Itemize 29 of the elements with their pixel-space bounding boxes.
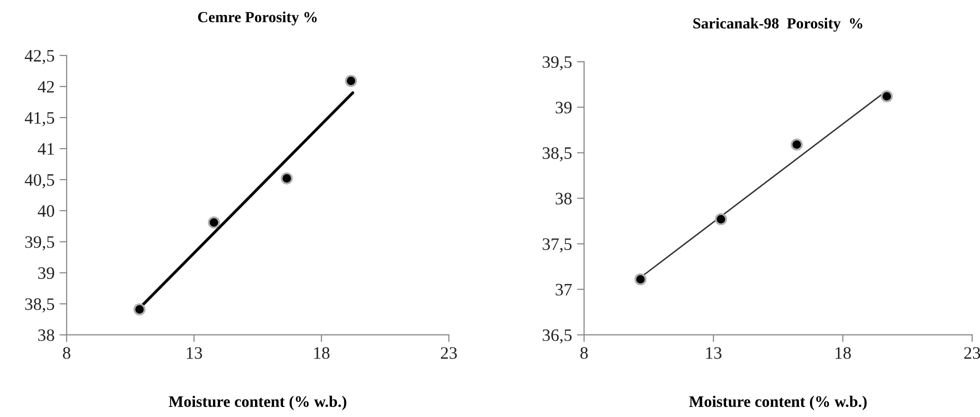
y-tick-label: 40,5 <box>24 174 54 188</box>
x-axis-title: Moisture content (% w.b.) <box>689 396 867 410</box>
chart-title: Cemre Porosity % <box>198 12 317 26</box>
y-tick-label: 38,5 <box>25 298 54 312</box>
y-tick-label: 37,5 <box>542 238 572 252</box>
x-tick-label: 18 <box>836 347 851 359</box>
x-tick-label: 18 <box>314 347 330 359</box>
y-tick-label: 39,5 <box>25 236 54 250</box>
y-tick-label: 37 <box>556 284 572 296</box>
y-tick-label: 38 <box>38 329 54 342</box>
y-tick-label: 39 <box>556 102 572 114</box>
x-tick-label: 23 <box>440 347 457 359</box>
x-tick-label: 13 <box>706 347 722 359</box>
y-tick-label: 41 <box>38 143 54 155</box>
y-tick-label: 42 <box>38 81 54 93</box>
y-tick-label: 39 <box>38 267 54 279</box>
chart-title: Saricanak-98 Porosity % <box>693 18 862 32</box>
x-tick-label: 8 <box>62 347 70 359</box>
y-tick-label: 38,5 <box>542 147 572 162</box>
x-tick-label: 8 <box>580 347 588 359</box>
y-tick-label: 36,5 <box>542 329 572 344</box>
x-tick-label: 23 <box>964 347 980 359</box>
x-tick-label: 13 <box>186 347 202 359</box>
y-tick-label: 42,5 <box>24 50 54 64</box>
y-tick-label: 41,5 <box>24 112 54 126</box>
x-axis-title: Moisture content (% w.b.) <box>168 396 346 410</box>
y-tick-label: 40 <box>38 205 54 217</box>
y-tick-label: 39,5 <box>542 56 572 70</box>
y-tick-label: 38 <box>556 192 572 204</box>
